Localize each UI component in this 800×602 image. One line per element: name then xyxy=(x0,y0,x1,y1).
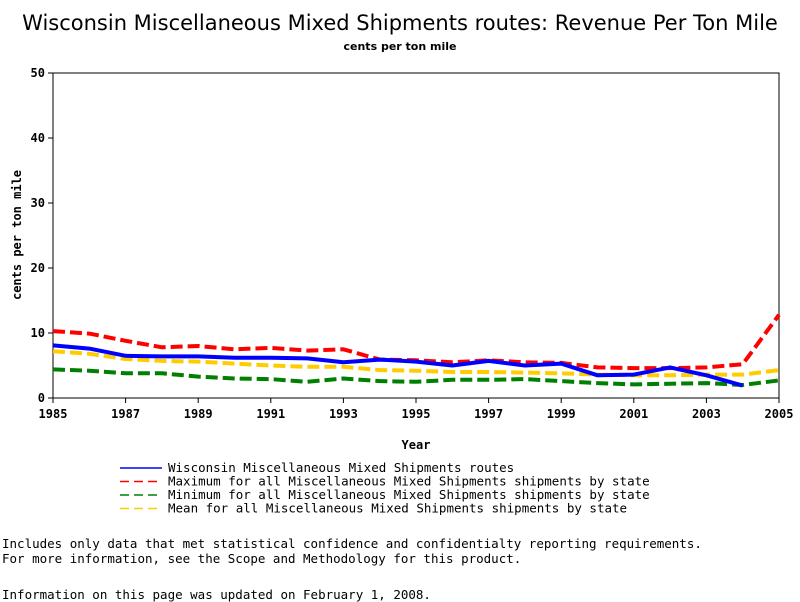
y-tick-label: 10 xyxy=(31,326,45,340)
x-tick-label: 1993 xyxy=(329,407,358,421)
updated-note: Information on this page was updated on … xyxy=(2,587,431,602)
footnotes: Includes only data that met statistical … xyxy=(2,536,702,566)
y-tick-label: 0 xyxy=(38,391,45,405)
footnote-methodology: For more information, see the Scope and … xyxy=(2,551,522,566)
plot-area: 0 10 20 30 40 50 1985 1987 1989 1991 1993 1995 1997 1… xyxy=(31,66,794,421)
chart-subtitle: cents per ton mile xyxy=(344,40,457,53)
chart-title: Wisconsin Miscellaneous Mixed Shipments … xyxy=(22,11,778,35)
x-tick-label: 2001 xyxy=(619,407,648,421)
series-line-wisconsin xyxy=(52,343,744,388)
x-tick-label: 2005 xyxy=(765,407,794,421)
x-tick-label: 2003 xyxy=(692,407,721,421)
y-axis-label: cents per ton mile xyxy=(10,170,24,300)
y-tick-label: 30 xyxy=(31,196,45,210)
chart-legend: Wisconsin Miscellaneous Mixed Shipments … xyxy=(120,460,650,516)
legend-label: Mean for all Miscellaneous Mixed Shipmen… xyxy=(168,501,627,516)
x-tick-label: 1989 xyxy=(184,407,213,421)
x-tick-label: 1999 xyxy=(547,407,576,421)
y-tick-label: 40 xyxy=(31,131,45,145)
revenue-chart: Wisconsin Miscellaneous Mixed Shipments … xyxy=(10,11,794,516)
y-tick-label: 50 xyxy=(31,66,45,80)
x-tick-label: 1997 xyxy=(474,407,503,421)
legend-label: Maximum for all Miscellaneous Mixed Ship… xyxy=(168,474,650,489)
legend-label: Minimum for all Miscellaneous Mixed Ship… xyxy=(168,487,650,502)
x-axis-label: Year xyxy=(402,438,431,452)
series-line-mean xyxy=(52,349,780,378)
x-tick-label: 1995 xyxy=(402,407,431,421)
y-tick-label: 20 xyxy=(31,261,45,275)
x-tick-label: 1987 xyxy=(111,407,140,421)
x-tick-label: 1991 xyxy=(256,407,285,421)
x-tick-label: 1985 xyxy=(39,407,68,421)
footnote-confidence: Includes only data that met statistical … xyxy=(2,536,702,551)
legend-label: Wisconsin Miscellaneous Mixed Shipments … xyxy=(168,460,514,475)
series-line-minimum xyxy=(52,367,780,387)
